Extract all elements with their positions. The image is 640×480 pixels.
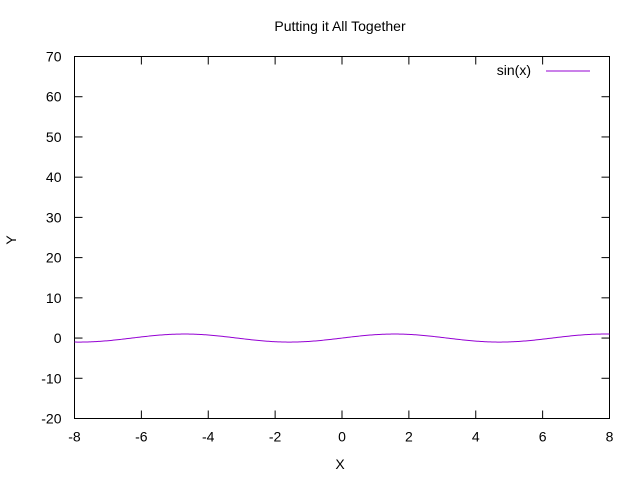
legend-label: sin(x) <box>497 62 531 78</box>
plot-area-border <box>74 56 610 419</box>
y-tick-label: -10 <box>41 370 61 386</box>
y-tick-label: -20 <box>41 411 61 427</box>
y-tick-label: 10 <box>46 290 62 306</box>
y-tick-label: 60 <box>46 89 62 105</box>
y-tick-label: 20 <box>46 250 62 266</box>
chart-title: Putting it All Together <box>274 18 406 34</box>
x-tick-label: -2 <box>269 429 282 445</box>
x-axis-label: X <box>335 456 345 472</box>
x-tick-label: -6 <box>135 429 148 445</box>
y-tick-label: 40 <box>46 169 62 185</box>
x-tick-label: 8 <box>606 429 614 445</box>
x-tick-label: 0 <box>338 429 346 445</box>
y-axis-ticks: -20 -10 0 10 20 30 40 50 60 70 <box>41 49 610 427</box>
x-tick-label: 4 <box>472 429 480 445</box>
series-sin-x-line <box>74 333 610 343</box>
y-tick-label: 70 <box>46 49 62 65</box>
x-tick-label: -8 <box>68 429 81 445</box>
x-axis-ticks: -8 -6 -4 -2 0 2 4 6 8 <box>68 56 614 445</box>
x-tick-label: 2 <box>405 429 413 445</box>
y-axis-label: Y <box>3 235 19 245</box>
x-tick-label: 6 <box>539 429 547 445</box>
y-tick-label: 30 <box>46 209 62 225</box>
y-tick-label: 0 <box>54 330 62 346</box>
x-tick-label: -4 <box>202 429 215 445</box>
y-tick-label: 50 <box>46 129 62 145</box>
